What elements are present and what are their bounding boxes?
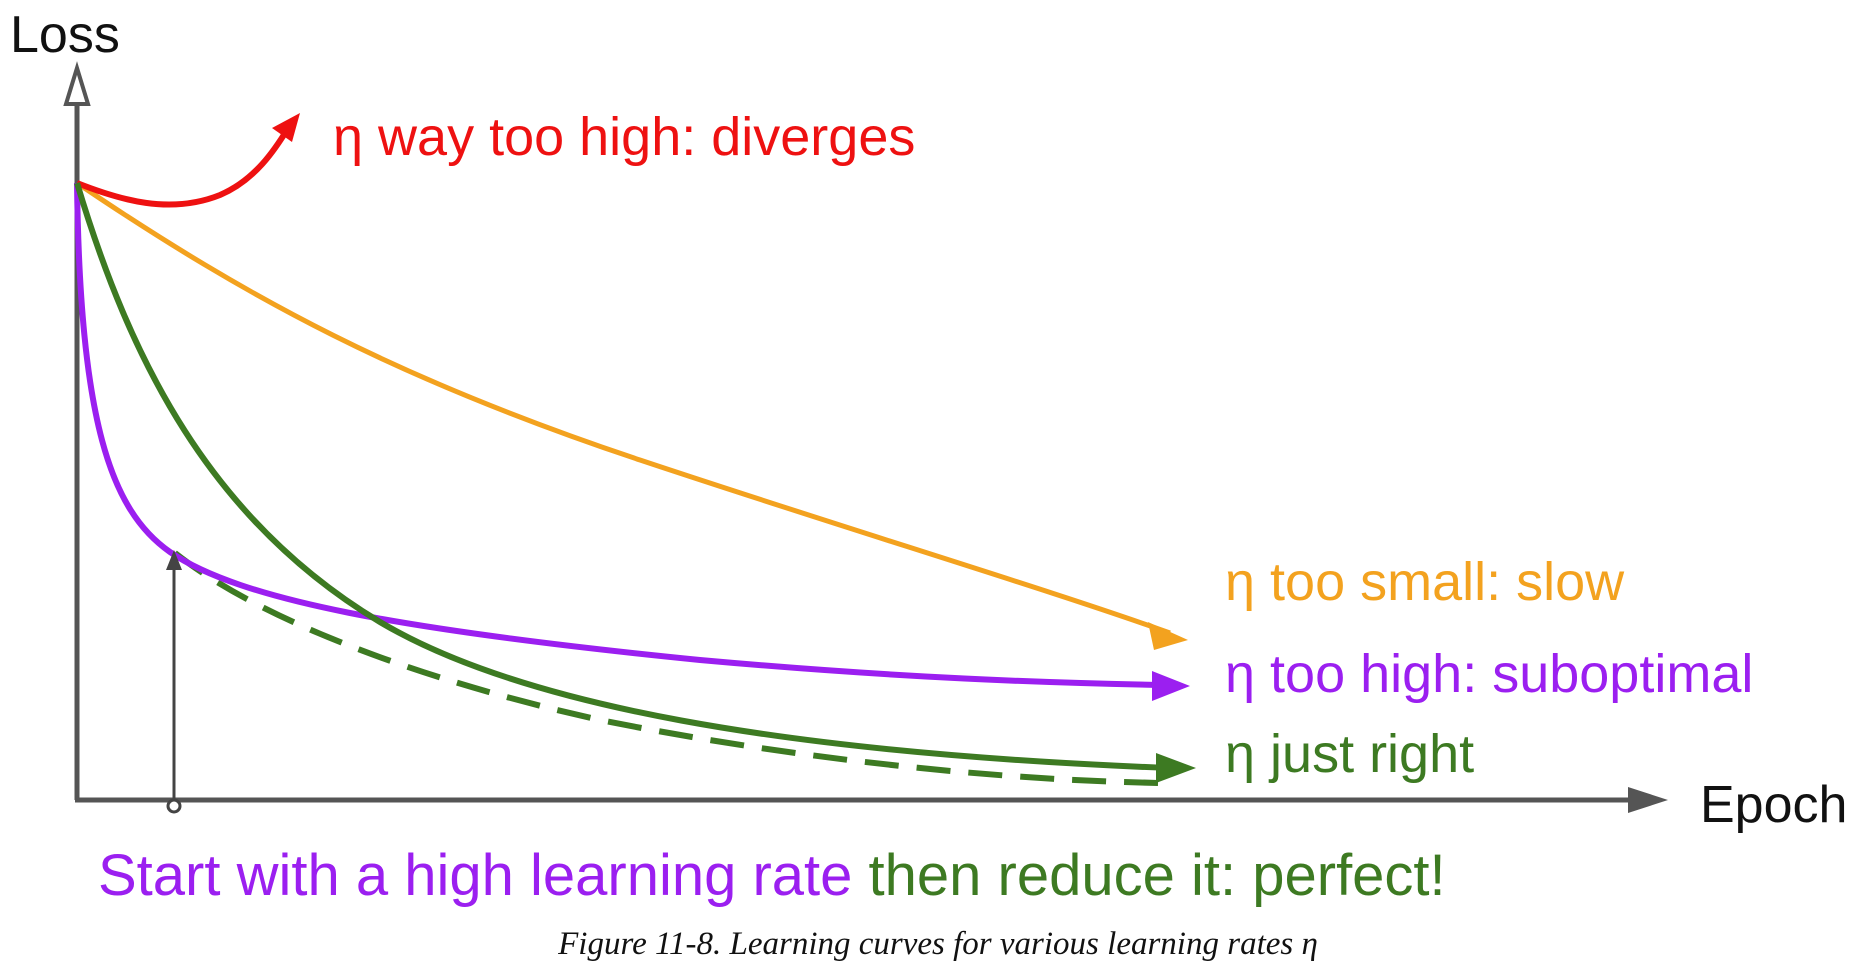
curve-just-right-arrowhead <box>1156 753 1196 783</box>
curve-perfect-dashed <box>173 550 1161 786</box>
curve-diverges <box>75 123 293 208</box>
start-pointer-dot <box>166 798 182 814</box>
x-axis-arrowhead <box>1628 787 1668 813</box>
curves <box>74 113 1196 814</box>
x-axis-label: Epoch <box>1700 776 1847 834</box>
y-axis-arrowhead <box>63 61 91 106</box>
annotation-part1: Start with a high learning rate <box>98 843 852 908</box>
start-pointer-arrowhead <box>166 550 182 570</box>
label-just-right: η just right <box>1225 724 1474 784</box>
curve-diverges-arrowhead <box>272 113 300 142</box>
label-too-small: η too small: slow <box>1225 552 1625 612</box>
curve-labels: η way too high: diverges η too small: sl… <box>333 107 1753 784</box>
label-diverges: η way too high: diverges <box>333 107 915 167</box>
curve-too-small <box>75 180 1171 636</box>
curve-just-right <box>74 182 1171 771</box>
curve-suboptimal <box>74 182 1166 688</box>
curve-too-small-arrowhead <box>1148 622 1188 650</box>
annotation-part2: then reduce it: perfect! <box>852 843 1445 908</box>
strategy-annotation: Start with a high learning rate then red… <box>98 843 1446 908</box>
axes: Loss Epoch <box>10 6 1847 834</box>
figure-caption: Figure 11-8. Learning curves for various… <box>558 926 1318 962</box>
curve-suboptimal-arrowhead <box>1152 671 1190 701</box>
label-suboptimal: η too high: suboptimal <box>1225 644 1753 704</box>
y-axis-label: Loss <box>10 6 120 64</box>
